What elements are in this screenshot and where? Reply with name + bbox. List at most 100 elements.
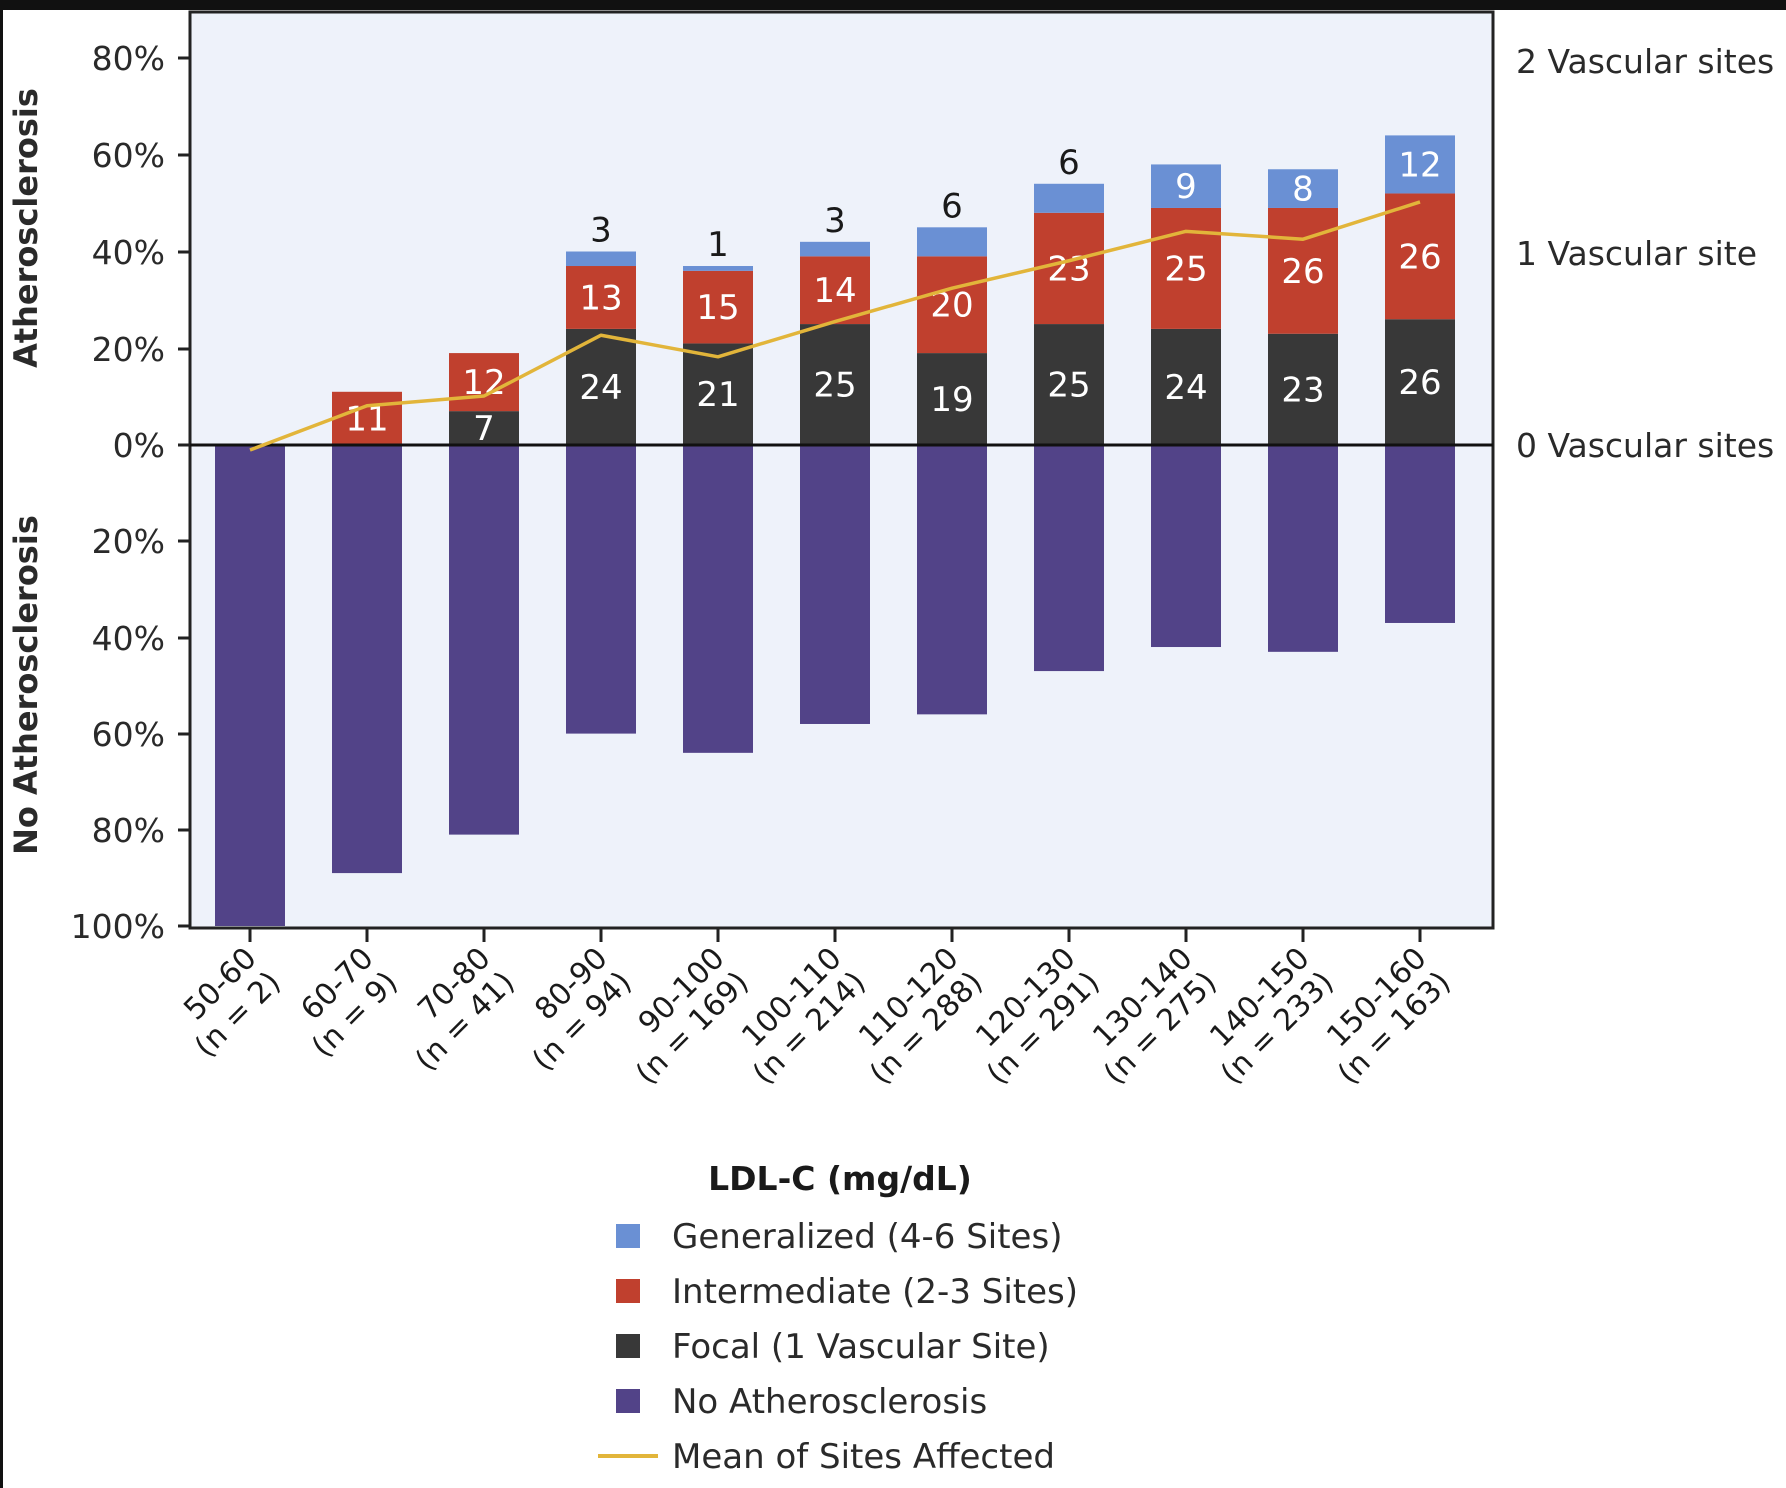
data-label-focal: 19	[930, 380, 973, 420]
bar-no-atherosclerosis	[917, 445, 987, 715]
data-label-intermediate: 26	[1281, 252, 1324, 292]
legend-item: Intermediate (2-3 Sites)	[616, 1272, 1078, 1312]
bar-focal	[1268, 333, 1338, 445]
y-tick-label: 20%	[92, 522, 165, 561]
data-label-generalized: 3	[824, 201, 846, 241]
top-border-band	[0, 0, 1786, 10]
x-tick-label: 100-110(n = 214)	[735, 941, 872, 1092]
legend-label: Focal (1 Vascular Site)	[672, 1327, 1050, 1367]
y-tick-label: 60%	[92, 136, 165, 175]
bar-intermediate	[332, 391, 402, 445]
bar-no-atherosclerosis	[800, 445, 870, 724]
bar-no-atherosclerosis	[1268, 445, 1338, 652]
right-axis-label: 1 Vascular site	[1516, 234, 1757, 273]
bar-generalized	[1385, 135, 1455, 194]
data-label-focal: 24	[1164, 368, 1207, 408]
legend-swatch	[616, 1389, 640, 1413]
y-tick-label: 40%	[92, 619, 165, 658]
right-axis-label: 2 Vascular sites	[1516, 42, 1774, 81]
bar-no-atherosclerosis	[1034, 445, 1104, 672]
right-axis-labels: 2 Vascular sites 1 Vascular site 0 Vascula…	[1516, 42, 1774, 465]
y-axis-title-upper: Atherosclerosis	[7, 88, 45, 368]
bar-intermediate	[1385, 193, 1455, 320]
y-tick-label: 80%	[92, 811, 165, 850]
y-tick-label: 60%	[92, 715, 165, 754]
bar-intermediate	[683, 270, 753, 344]
x-tick-label: 50-60(n = 2)	[177, 941, 287, 1065]
x-tick-label: 110-120(n = 288)	[852, 941, 989, 1092]
y-tick-label: 80%	[92, 39, 165, 78]
data-label-focal: 7	[473, 409, 495, 449]
y-axis: 80% 60% 40% 20% 0% 20% 40% 60% 80% 100%	[71, 39, 190, 946]
bar-no-atherosclerosis	[1385, 445, 1455, 623]
data-label-generalized: 3	[590, 211, 612, 251]
bar-focal	[449, 411, 519, 445]
bar-generalized	[917, 227, 987, 257]
mean-sites-line	[249, 200, 1421, 452]
bar-generalized	[1151, 164, 1221, 208]
data-label-focal: 21	[696, 375, 739, 415]
bar-generalized	[1268, 169, 1338, 208]
bar-intermediate	[1151, 207, 1221, 329]
bar-focal	[917, 353, 987, 445]
x-axis-title: LDL-C (mg/dL)	[708, 1159, 972, 1198]
data-label-generalized: 8	[1292, 170, 1314, 210]
bar-intermediate	[800, 256, 870, 325]
x-tick-label: 130-140(n = 275)	[1086, 941, 1223, 1092]
data-label-focal: 25	[1047, 366, 1090, 406]
legend-item: No Atherosclerosis	[616, 1382, 987, 1422]
x-tick-label: 120-130(n = 291)	[969, 941, 1106, 1092]
legend-item: Mean of Sites Affected	[598, 1437, 1055, 1477]
bar-focal	[683, 343, 753, 445]
bar-no-atherosclerosis	[566, 445, 636, 734]
bar-focal	[1034, 324, 1104, 445]
data-label-generalized: 9	[1175, 167, 1197, 207]
bars-group	[215, 135, 1455, 926]
data-label-intermediate: 14	[813, 271, 856, 311]
data-label-generalized: 6	[941, 186, 963, 226]
data-label-intermediate: 13	[579, 278, 622, 318]
bar-no-atherosclerosis	[332, 445, 402, 874]
bar-no-atherosclerosis	[1151, 445, 1221, 648]
x-tick-label: 80-90(n = 94)	[526, 941, 639, 1078]
data-label-generalized: 6	[1058, 143, 1080, 183]
bar-intermediate	[917, 256, 987, 354]
bar-intermediate	[566, 266, 636, 329]
bar-intermediate	[1034, 212, 1104, 325]
x-tick-label: 70-80(n = 41)	[409, 941, 522, 1078]
data-label-focal: 23	[1281, 370, 1324, 410]
bar-no-atherosclerosis	[449, 445, 519, 835]
y-tick-label: 40%	[92, 233, 165, 272]
data-label-generalized: 1	[707, 225, 729, 265]
data-label-intermediate: 15	[696, 288, 739, 328]
legend-label: Generalized (4-6 Sites)	[672, 1217, 1062, 1257]
data-label-intermediate: 26	[1398, 237, 1441, 277]
legend-label: Mean of Sites Affected	[672, 1437, 1055, 1477]
bar-intermediate	[1268, 207, 1338, 334]
x-tick-label: 90-100(n = 169)	[629, 941, 756, 1092]
y-tick-label: 100%	[71, 907, 165, 946]
x-axis: 50-60(n = 2) 60-70(n = 9) 70-80(n = 41) 80-…	[177, 928, 1458, 1092]
data-label-generalized: 12	[1398, 145, 1441, 185]
legend: Generalized (4-6 Sites) Intermediate (2-3…	[598, 1217, 1078, 1477]
legend-item: Focal (1 Vascular Site)	[616, 1327, 1050, 1367]
legend-swatch	[616, 1334, 640, 1358]
bar-focal	[1385, 319, 1455, 445]
x-tick-label: 60-70(n = 9)	[294, 941, 404, 1065]
data-label-focal: 25	[813, 366, 856, 406]
legend-label: Intermediate (2-3 Sites)	[672, 1272, 1078, 1312]
legend-item: Generalized (4-6 Sites)	[616, 1217, 1062, 1257]
data-label-intermediate: 25	[1164, 249, 1207, 289]
right-axis-label: 0 Vascular sites	[1516, 426, 1774, 465]
x-tick-label: 140-150(n = 233)	[1203, 941, 1340, 1092]
legend-label: No Atherosclerosis	[672, 1382, 987, 1422]
bar-generalized	[1034, 183, 1104, 213]
bar-focal	[800, 324, 870, 445]
y-axis-title-lower: No Atherosclerosis	[7, 515, 45, 855]
data-label-focal: 26	[1398, 363, 1441, 403]
bar-generalized	[566, 251, 636, 267]
y-tick-label: 20%	[92, 330, 165, 369]
y-tick-label: 0%	[113, 426, 165, 465]
bar-generalized	[800, 241, 870, 257]
